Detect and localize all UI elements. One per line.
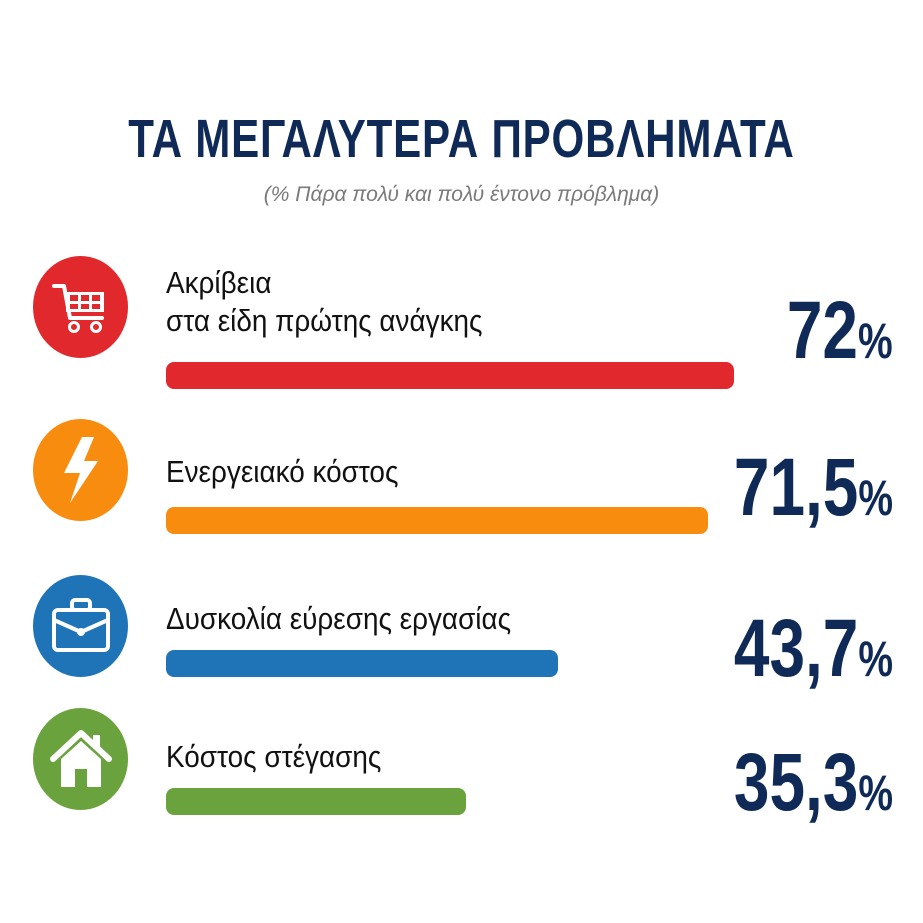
problem-row-employment: Δυσκολία εύρεσης εργασίας 43,7% xyxy=(0,570,923,710)
problem-label: Ακρίβεια στα είδη πρώτης ανάγκης xyxy=(166,264,482,340)
label-line-1: Ακρίβεια xyxy=(166,265,272,300)
problem-row-price: Ακρίβεια στα είδη πρώτης ανάγκης 72% xyxy=(0,250,923,390)
label-line-1: Δυσκολία εύρεσης εργασίας xyxy=(166,601,512,636)
bar-price xyxy=(166,362,734,389)
problem-label: Ενεργειακό κόστος xyxy=(166,453,398,491)
chart-title: ΤΑ ΜΕΓΑΛΥΤΕΡΑ ΠΡΟΒΛΗΜΑΤΑ xyxy=(128,109,795,169)
lightning-bolt-icon xyxy=(63,437,98,503)
label-line-2: στα είδη πρώτης ανάγκης xyxy=(166,303,483,338)
bar-energy xyxy=(166,507,708,534)
problem-row-housing: Κόστος στέγασης 35,3% xyxy=(0,708,923,848)
value-number: 71,5 xyxy=(733,442,859,533)
icon-circle-orange xyxy=(33,419,128,521)
value-percent: % xyxy=(858,470,893,526)
value-employment: 43,7% xyxy=(734,608,893,690)
bar-housing xyxy=(166,788,466,815)
icon-circle-green xyxy=(33,708,128,810)
value-price: 72% xyxy=(787,290,893,372)
bar-employment xyxy=(166,650,558,677)
value-housing: 35,3% xyxy=(734,742,893,824)
chart-subtitle: (% Πάρα πολύ και πολύ έντονο πρόβλημα) xyxy=(263,183,660,206)
problem-row-energy: Ενεργειακό κόστος 71,5% xyxy=(0,415,923,555)
icon-circle-blue xyxy=(33,575,128,677)
problem-label: Κόστος στέγασης xyxy=(166,738,381,776)
problem-label: Δυσκολία εύρεσης εργασίας xyxy=(166,600,511,638)
value-number: 35,3 xyxy=(733,737,859,828)
label-line-1: Κόστος στέγασης xyxy=(166,739,382,774)
value-number: 43,7 xyxy=(733,603,859,694)
briefcase-icon xyxy=(51,598,110,652)
shopping-cart-icon xyxy=(51,284,104,333)
value-percent: % xyxy=(858,313,893,369)
label-line-1: Ενεργειακό κόστος xyxy=(166,454,399,489)
value-percent: % xyxy=(858,765,893,821)
value-percent: % xyxy=(858,631,893,687)
house-icon xyxy=(49,730,112,787)
value-number: 72 xyxy=(787,285,859,376)
icon-circle-red xyxy=(33,256,128,358)
value-energy: 71,5% xyxy=(734,447,893,529)
